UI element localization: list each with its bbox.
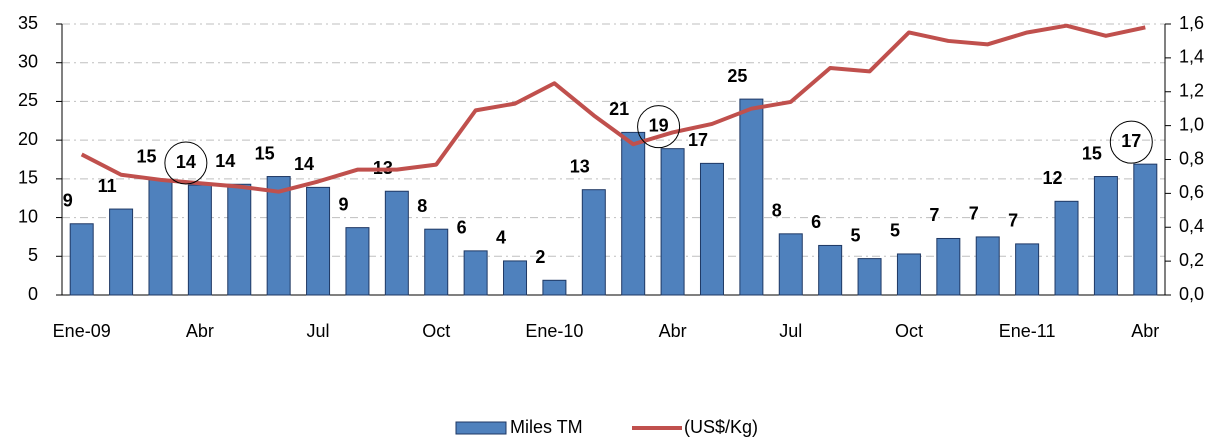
bar: [187, 184, 212, 296]
highlight-circle: [637, 105, 681, 149]
y-tick-label: 0: [28, 284, 38, 304]
bar: [1093, 176, 1118, 296]
y2-tick-label: 0,0: [1179, 284, 1204, 304]
bar: [503, 260, 528, 296]
y2-tick-label: 0,2: [1179, 250, 1204, 270]
bar: [384, 190, 409, 296]
bar: [581, 189, 606, 296]
line: [80, 23, 1146, 194]
y-tick-label: 10: [18, 206, 38, 226]
bar: [778, 233, 803, 296]
legend-label: (US$/Kg): [684, 417, 758, 437]
bar: [424, 228, 449, 296]
x-tick-label: Abr: [186, 321, 214, 341]
data-label: 15: [255, 143, 275, 163]
data-label: 8: [772, 201, 782, 221]
x-tick-label: Ene-09: [53, 321, 111, 341]
y-tick-label: 35: [18, 13, 38, 33]
legend-swatch: [455, 421, 507, 435]
bar: [69, 223, 94, 296]
legend-label: Miles TM: [510, 417, 583, 437]
data-label: 8: [417, 196, 427, 216]
y-tick-label: 5: [28, 245, 38, 265]
data-label: 5: [851, 225, 861, 245]
y2-tick-label: 1,2: [1179, 81, 1204, 101]
x-tick-label: Jul: [779, 321, 802, 341]
bar: [345, 227, 370, 296]
y-tick-label: 30: [18, 51, 38, 71]
data-label: 7: [1008, 211, 1018, 231]
data-label: 21: [609, 99, 629, 119]
data-label: 7: [929, 205, 939, 225]
bar: [542, 279, 567, 296]
y-tick-label: 15: [18, 168, 38, 188]
y2-tick-label: 0,6: [1179, 182, 1204, 202]
y2-tick-label: 1,6: [1179, 13, 1204, 33]
data-label: 14: [176, 152, 196, 172]
x-tick-label: Ene-10: [525, 321, 583, 341]
bar: [1015, 243, 1040, 296]
x-tick-label: Abr: [659, 321, 687, 341]
data-label: 25: [727, 66, 747, 86]
bar: [936, 237, 961, 296]
bar: [621, 131, 646, 296]
data-label: 4: [496, 228, 506, 248]
data-label: 17: [1121, 131, 1141, 151]
data-label: 17: [688, 130, 708, 150]
bar: [660, 148, 685, 296]
bar: [739, 98, 764, 296]
data-label: 13: [570, 156, 590, 176]
x-tick-label: Jul: [307, 321, 330, 341]
y2-tick-label: 1,4: [1179, 47, 1204, 67]
data-label: 5: [890, 221, 900, 241]
data-label: 14: [294, 154, 314, 174]
data-label: 11: [98, 176, 117, 196]
x-tick-label: Abr: [1131, 321, 1159, 341]
bar: [818, 244, 843, 296]
bar: [227, 183, 252, 296]
highlight-circle: [1109, 120, 1153, 164]
bar: [109, 208, 134, 296]
x-tick-label: Oct: [422, 321, 450, 341]
data-label: 9: [63, 191, 73, 211]
bar: [1133, 163, 1158, 296]
data-label: 9: [338, 194, 348, 214]
x-tick-label: Ene-11: [999, 321, 1056, 341]
bar: [463, 250, 488, 296]
data-label: 14: [215, 151, 235, 171]
bar: [266, 176, 291, 296]
bar: [975, 236, 1000, 296]
y2-tick-label: 0,4: [1179, 216, 1204, 236]
data-label: 15: [1082, 143, 1102, 163]
bar: [857, 258, 882, 296]
data-label: 7: [969, 204, 979, 224]
highlight-circle: [164, 141, 208, 185]
x-tick-label: Oct: [895, 321, 923, 341]
data-label: 2: [535, 247, 545, 267]
bar: [896, 253, 921, 296]
bar: [306, 186, 331, 296]
data-label: 6: [457, 218, 467, 238]
bar: [1054, 200, 1079, 296]
y-tick-label: 20: [18, 129, 38, 149]
y-tick-label: 25: [18, 90, 38, 110]
data-label: 12: [1043, 168, 1063, 188]
data-label: 19: [649, 115, 669, 135]
bar: [148, 179, 173, 296]
data-label: 6: [811, 212, 821, 232]
y2-tick-label: 1,0: [1179, 114, 1204, 134]
data-label: 15: [136, 146, 156, 166]
bar: [699, 162, 724, 296]
y2-tick-label: 0,8: [1179, 148, 1204, 168]
